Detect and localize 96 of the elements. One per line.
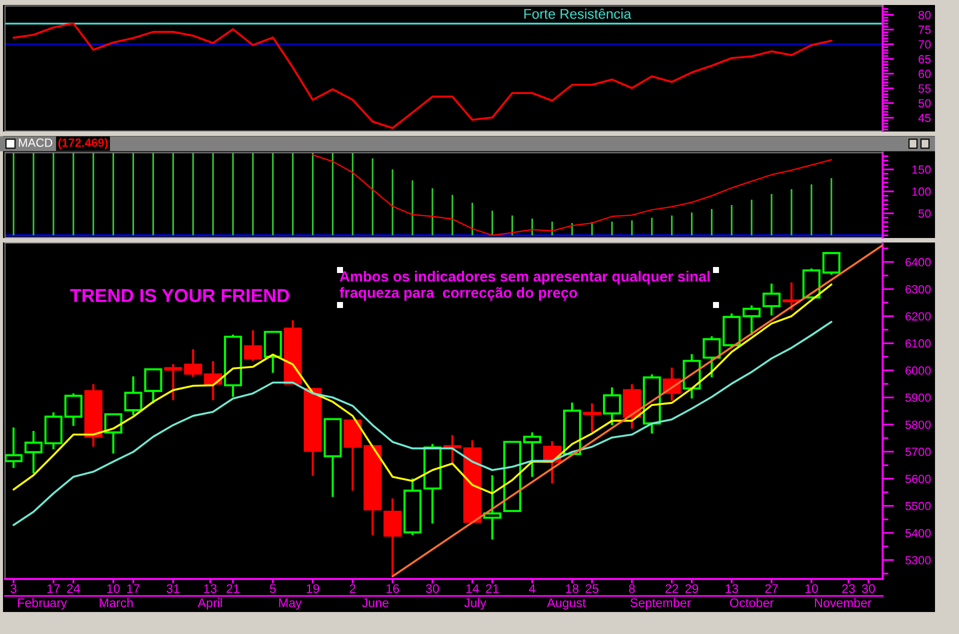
candlestick [24, 430, 43, 474]
candlestick [224, 334, 242, 398]
x-tick-label: 5 [270, 584, 276, 594]
x-tick-label: 3 [10, 584, 16, 594]
y-tick-label: 55 [918, 84, 931, 93]
candlestick [403, 477, 422, 536]
x2-tick-label: July [464, 598, 486, 610]
y-tick-label: 5700 [905, 448, 931, 456]
x-tick-label: 30 [862, 584, 875, 594]
x-tick-label: 2 [350, 584, 356, 593]
annotation: Ambos os indicadores sem apresentar qualquer sinal fraqueza para correcção do preço [340, 270, 710, 301]
y-tick-label: 70 [918, 40, 931, 49]
candlestick [84, 383, 102, 448]
y-tick-label: 5400 [905, 528, 931, 538]
x-tick-label: 19 [306, 584, 320, 594]
y-tick-label: 5600 [905, 474, 931, 484]
y-tick-label: 150 [912, 165, 931, 174]
candlestick [304, 388, 322, 477]
candlestick [702, 335, 721, 378]
y-tick-label: 50 [918, 99, 931, 108]
y-tick-label: 5500 [905, 502, 931, 510]
y-tick-label: 50 [918, 209, 931, 218]
x-tick-label: 16 [386, 584, 399, 594]
x-tick-label: 17 [47, 584, 60, 593]
candlestick [602, 386, 622, 426]
x-tick-label: 4 [529, 584, 536, 593]
candlestick [5, 426, 23, 469]
y-tick-label: 5300 [905, 556, 931, 564]
candlestick [583, 402, 602, 433]
candlestick [104, 413, 122, 455]
candlestick [682, 353, 701, 400]
x-tick-label: 25 [586, 584, 598, 594]
y-tick-label: 80 [918, 10, 931, 20]
x2-tick-label: November [815, 598, 872, 608]
candlestick [324, 418, 342, 498]
x-tick-label: 13 [204, 584, 217, 594]
candlestick [144, 368, 162, 404]
x-tick-label: 22 [666, 584, 678, 593]
candlestick [64, 392, 82, 427]
line-series [312, 154, 832, 236]
x-tick-label: 27 [765, 584, 778, 593]
x2-tick-label: September [630, 598, 691, 610]
x-tick-label: 29 [685, 584, 698, 594]
x-tick-label: 17 [127, 584, 140, 593]
x2-tick-label: October [730, 598, 774, 608]
candlestick [782, 282, 801, 312]
x-tick-label: 10 [107, 584, 120, 594]
x-tick-label: 31 [166, 584, 180, 594]
x2-tick-label: March [100, 598, 133, 608]
y-tick-label: 65 [918, 54, 931, 64]
candlestick [622, 383, 641, 430]
candlestick [423, 443, 442, 524]
x-tick-label: 10 [805, 584, 818, 594]
x-tick-label: 18 [566, 584, 578, 594]
x-tick-label: 13 [726, 584, 738, 594]
candlestick [742, 304, 761, 336]
candlestick [244, 329, 262, 362]
candlestick [44, 411, 62, 450]
x-tick-label: 8 [628, 584, 635, 594]
y-tick-label: 6400 [906, 258, 931, 266]
y-tick-label: 45 [918, 114, 931, 122]
candlestick [443, 434, 462, 465]
candlestick [384, 497, 402, 578]
x-tick-label: 21 [486, 584, 499, 593]
y-tick-label: 6200 [906, 312, 931, 321]
annotation: TREND IS YOUR FRIEND [70, 288, 290, 302]
candlestick [344, 419, 362, 492]
y-tick-label: 6100 [906, 339, 931, 348]
x2-tick-label: February [18, 598, 68, 610]
x-tick-label: 23 [842, 584, 855, 594]
ref-line-label: Forte Resistência [524, 8, 632, 19]
x2-tick-label: May [279, 598, 302, 610]
y-tick-label: 75 [918, 26, 931, 34]
y-tick-label: 6300 [906, 285, 931, 294]
candlestick [264, 330, 282, 374]
chart-title: MACD [18, 138, 52, 147]
chart-subtitle: (172.469) [58, 138, 108, 150]
y-tick-label: 6000 [906, 366, 931, 375]
candlestick [483, 474, 502, 540]
x-tick-label: 21 [226, 584, 240, 593]
y-tick-label: 5900 [905, 393, 931, 402]
y-tick-label: 5800 [905, 420, 931, 429]
candlestick [364, 445, 382, 536]
candlestick [762, 282, 781, 316]
x-tick-label: 14 [466, 584, 479, 593]
x2-tick-label: April [198, 598, 222, 610]
y-tick-label: 60 [918, 70, 931, 78]
x2-tick-label: August [546, 598, 586, 610]
candlestick [184, 348, 202, 378]
y-tick-label: 100 [912, 187, 931, 196]
x-tick-label: 30 [426, 584, 439, 594]
x-tick-label: 24 [67, 584, 80, 593]
candlestick [164, 363, 182, 402]
x2-tick-label: June [362, 598, 388, 608]
candlestick [642, 373, 661, 435]
candlestick [124, 375, 142, 416]
